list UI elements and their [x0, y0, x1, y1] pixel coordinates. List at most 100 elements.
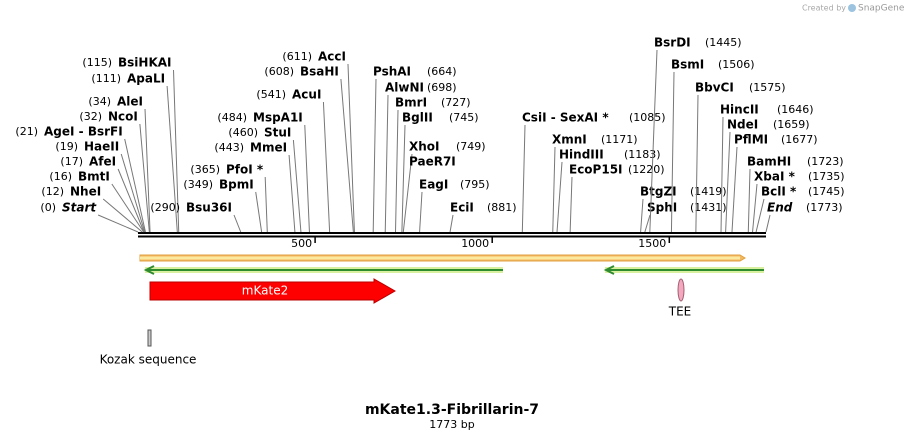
enzyme-name: MmeI: [250, 141, 287, 155]
scale-label: 500: [291, 237, 312, 250]
cut-site: [139, 123, 150, 233]
cut-site: [521, 124, 526, 233]
cut-site: [401, 124, 406, 233]
cut-site: [725, 131, 731, 233]
cut-site: [747, 168, 751, 233]
enzyme-name: HindIII: [559, 148, 604, 162]
enzyme-name: AccI: [318, 50, 346, 64]
enzyme-position: (115): [82, 56, 112, 69]
enzyme-name: AfeI: [89, 155, 116, 169]
cut-site: [304, 124, 310, 233]
enzyme-name: PflMI: [734, 133, 768, 147]
enzyme-position: (1220): [628, 163, 665, 176]
enzyme-name: PaeR7I: [409, 155, 456, 169]
enzyme-position: (0): [40, 201, 56, 214]
enzyme-position: (727): [441, 96, 471, 109]
cut-site: [731, 146, 738, 233]
cut-site: [120, 153, 146, 233]
enzyme-position: (1506): [718, 58, 755, 71]
enzyme-position: (1431): [690, 201, 727, 214]
enzyme-name: MspA1I: [253, 111, 303, 125]
enzyme-name: BpmI: [219, 178, 254, 192]
enzyme-position: (1445): [705, 36, 742, 49]
enzyme-name: SphI: [647, 201, 677, 215]
length-label: 1773 bp: [429, 418, 474, 431]
enzyme-name: HaeII: [84, 140, 119, 154]
enzyme-position: (1745): [808, 185, 845, 198]
enzyme-name: End: [767, 201, 793, 215]
cut-site: [340, 78, 354, 233]
enzyme-position: (881): [487, 201, 517, 214]
enzyme-position: (1659): [773, 118, 810, 131]
cut-site: [419, 191, 423, 233]
arrow: [143, 265, 503, 275]
enzyme-position: (698): [427, 81, 457, 94]
cut-site: [233, 214, 242, 233]
cut-site: [97, 214, 139, 233]
cut-site: [569, 176, 573, 233]
enzyme-position: (1646): [777, 103, 814, 116]
enzyme-position: (443): [214, 141, 244, 154]
feature-label: Kozak sequence: [100, 353, 197, 367]
enzyme-name: CsiI - SexAI *: [522, 111, 609, 125]
cut-site: [640, 198, 644, 233]
enzyme-position: (21): [15, 125, 38, 138]
enzyme-position: (19): [55, 140, 78, 153]
cut-site: [695, 94, 699, 233]
enzyme-position: (541): [256, 88, 286, 101]
cut-site: [124, 138, 146, 233]
enzyme-name: BamHI: [747, 155, 791, 169]
feature-label: TEE: [668, 305, 692, 319]
enzyme-name: Bsu36I: [186, 201, 232, 215]
arrow: [603, 265, 764, 275]
enzyme-name: NheI: [70, 185, 101, 199]
feature-bar-inner: [140, 256, 740, 260]
cut-site: [752, 183, 758, 233]
enzyme-position: (1575): [749, 81, 786, 94]
cut-site: [144, 108, 151, 233]
enzyme-name: BmrI: [395, 96, 427, 110]
enzyme-position: (460): [228, 126, 258, 139]
cut-site: [292, 139, 302, 233]
enzyme-name: ApaLI: [127, 72, 165, 86]
enzyme-name: PfoI *: [226, 163, 264, 177]
cut-site: [117, 168, 145, 233]
cut-site: [347, 63, 355, 233]
cut-site: [322, 101, 331, 233]
enzyme-position: (664): [427, 65, 457, 78]
cut-site: [384, 94, 389, 233]
cut-site: [755, 198, 765, 233]
enzyme-name: XbaI *: [754, 170, 796, 184]
cut-site: [556, 161, 563, 233]
enzyme-name: BbvCI: [695, 81, 734, 95]
enzyme-name: XmnI: [552, 133, 587, 147]
enzyme-name: AlwNI: [385, 81, 424, 95]
cut-site: [644, 214, 651, 233]
enzyme-position: (111): [91, 72, 121, 85]
cut-site: [720, 116, 724, 233]
enzyme-name: PshAI: [373, 65, 411, 79]
enzyme-name: Start: [62, 201, 97, 215]
enzyme-position: (17): [60, 155, 83, 168]
enzyme-name: BtgZI: [640, 185, 677, 199]
scale-label: 1000: [461, 237, 489, 250]
enzyme-position: (611): [282, 50, 312, 63]
enzyme-position: (349): [183, 178, 213, 191]
enzyme-name: EagI: [419, 178, 448, 192]
enzyme-position: (16): [49, 170, 72, 183]
cut-site: [765, 214, 771, 233]
cut-site: [111, 183, 145, 233]
enzyme-name: StuI: [264, 126, 291, 140]
enzyme-name: AcuI: [292, 88, 321, 102]
cut-site: [649, 49, 658, 233]
enzyme-name: NcoI: [108, 110, 138, 124]
enzyme-name: BglII: [402, 111, 433, 125]
cut-site: [372, 78, 377, 233]
enzyme-position: (608): [264, 65, 294, 78]
enzyme-position: (1677): [781, 133, 818, 146]
enzyme-position: (1171): [601, 133, 638, 146]
enzyme-position: (795): [460, 178, 490, 191]
credit: Created by: [802, 4, 846, 13]
enzyme-name: BmtI: [78, 170, 110, 184]
